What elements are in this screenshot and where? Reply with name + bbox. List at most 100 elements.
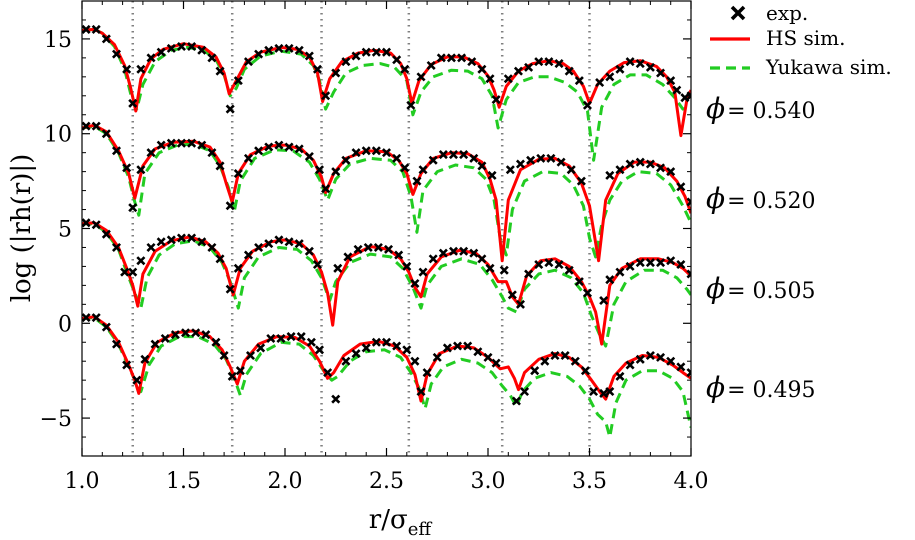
exp-marker-2-46 bbox=[534, 260, 544, 270]
exp-marker-0-35 bbox=[416, 72, 426, 82]
x-tick-label: 3.5 bbox=[572, 469, 607, 494]
phi-label-0: ϕ= 0.540 bbox=[706, 92, 816, 125]
exp-marker-1-1 bbox=[91, 121, 101, 131]
exp-marker-3-24 bbox=[314, 345, 325, 355]
exp-marker-2-20 bbox=[274, 235, 284, 245]
exp-marker-1-30 bbox=[371, 146, 381, 156]
exp-marker-1-29 bbox=[361, 146, 371, 156]
exp-series-group bbox=[82, 24, 691, 406]
exp-marker-3-32 bbox=[392, 341, 402, 351]
exp-marker-1-52 bbox=[615, 165, 625, 175]
exp-marker-1-39 bbox=[459, 150, 469, 160]
exp-marker-1-21 bbox=[284, 142, 294, 152]
exp-marker-0-38 bbox=[446, 53, 456, 63]
exp-marker-3-8 bbox=[160, 333, 170, 343]
exp-marker-0-7 bbox=[146, 53, 156, 63]
exp-marker-3-11 bbox=[191, 328, 201, 338]
exp-marker-3-42 bbox=[483, 352, 493, 362]
exp-marker-3-35 bbox=[416, 387, 426, 397]
exp-marker-0-21 bbox=[284, 43, 294, 53]
legend-marker-exp bbox=[730, 5, 746, 21]
exp-marker-1-15 bbox=[225, 201, 235, 211]
exp-marker-0-8 bbox=[156, 47, 166, 57]
exp-marker-2-0 bbox=[82, 218, 91, 228]
exp-marker-2-39 bbox=[469, 248, 479, 258]
exp-marker-0-32 bbox=[392, 55, 402, 65]
x-tick-label: 1.0 bbox=[65, 469, 100, 494]
exp-marker-3-50 bbox=[570, 356, 580, 366]
exp-marker-1-34 bbox=[412, 176, 422, 186]
exp-marker-1-36 bbox=[428, 155, 438, 165]
x-tick-label: 2.5 bbox=[369, 469, 404, 494]
exp-marker-1-6 bbox=[136, 165, 146, 175]
exp-marker-0-13 bbox=[207, 53, 217, 63]
exp-marker-0-51 bbox=[574, 76, 584, 86]
y-axis-label: log (|rh(r)|) bbox=[7, 154, 37, 303]
exp-marker-2-58 bbox=[656, 258, 666, 268]
exp-marker-0-44 bbox=[503, 74, 513, 84]
exp-marker-0-22 bbox=[294, 45, 304, 55]
exp-marker-0-18 bbox=[254, 49, 264, 59]
phi-value: = 0.520 bbox=[727, 189, 815, 214]
exp-marker-1-24 bbox=[314, 165, 325, 175]
exp-marker-3-36 bbox=[422, 368, 432, 378]
exp-marker-3-31 bbox=[381, 337, 392, 347]
exp-marker-0-31 bbox=[381, 47, 392, 57]
exp-marker-2-33 bbox=[410, 278, 420, 288]
phi-symbol: ϕ bbox=[706, 272, 725, 305]
exp-marker-3-9 bbox=[170, 330, 180, 340]
exp-marker-2-47 bbox=[544, 258, 554, 268]
exp-marker-1-37 bbox=[438, 150, 448, 160]
phi-label-2: ϕ= 0.505 bbox=[706, 272, 816, 305]
exp-marker-3-21 bbox=[286, 332, 296, 342]
phi-value: = 0.495 bbox=[727, 378, 815, 403]
exp-marker-3-13 bbox=[211, 337, 221, 347]
exp-marker-1-47 bbox=[546, 153, 556, 163]
legend-label-yukawa: Yukawa sim. bbox=[765, 55, 892, 79]
exp-marker-2-51 bbox=[582, 288, 592, 298]
exp-marker-3-10 bbox=[181, 328, 191, 338]
exp-marker-0-11 bbox=[187, 41, 197, 52]
exp-marker-3-56 bbox=[625, 360, 635, 370]
exp-marker-2-1 bbox=[91, 220, 101, 230]
exp-marker-0-5 bbox=[128, 98, 138, 108]
exp-marker-1-55 bbox=[645, 159, 655, 169]
exp-marker-1-9 bbox=[166, 138, 176, 148]
exp-marker-0-28 bbox=[351, 51, 361, 61]
exp-marker-3-23 bbox=[306, 337, 316, 347]
exp-marker-3-20 bbox=[276, 333, 286, 343]
plot-area bbox=[82, 24, 691, 439]
exp-marker-0-59 bbox=[656, 68, 666, 78]
exp-marker-0-17 bbox=[243, 57, 253, 67]
exp-marker-3-6 bbox=[140, 354, 150, 364]
exp-marker-2-8 bbox=[156, 237, 166, 247]
x-tick-label: 1.5 bbox=[166, 469, 201, 494]
exp-marker-1-2 bbox=[101, 129, 111, 139]
exp-marker-2-50 bbox=[574, 277, 584, 287]
legend-label-hs: HS sim. bbox=[766, 26, 845, 50]
exp-marker-0-43 bbox=[491, 95, 501, 105]
exp-marker-2-29 bbox=[373, 242, 383, 252]
exp-marker-1-32 bbox=[392, 153, 402, 163]
exp-marker-2-41 bbox=[485, 263, 495, 273]
exp-marker-0-0 bbox=[82, 24, 91, 34]
exp-marker-3-3 bbox=[111, 339, 122, 349]
phi-value: = 0.505 bbox=[727, 279, 815, 304]
exp-marker-3-0 bbox=[82, 313, 91, 323]
exp-marker-1-23 bbox=[304, 151, 314, 161]
exp-marker-1-58 bbox=[676, 182, 686, 192]
exp-marker-3-7 bbox=[150, 339, 160, 349]
exp-marker-2-26 bbox=[343, 252, 353, 262]
exp-marker-2-13 bbox=[207, 242, 217, 252]
exp-marker-1-53 bbox=[625, 159, 635, 169]
exp-marker-1-31 bbox=[381, 148, 392, 158]
exp-marker-2-53 bbox=[605, 275, 615, 285]
exp-marker-2-31 bbox=[394, 250, 404, 260]
exp-marker-1-33 bbox=[400, 163, 410, 173]
exp-marker-2-18 bbox=[254, 242, 264, 252]
y-tick-label: 15 bbox=[44, 28, 72, 53]
exp-marker-2-10 bbox=[176, 233, 186, 243]
exp-marker-0-9 bbox=[166, 43, 176, 53]
exp-marker-1-35 bbox=[418, 165, 428, 175]
